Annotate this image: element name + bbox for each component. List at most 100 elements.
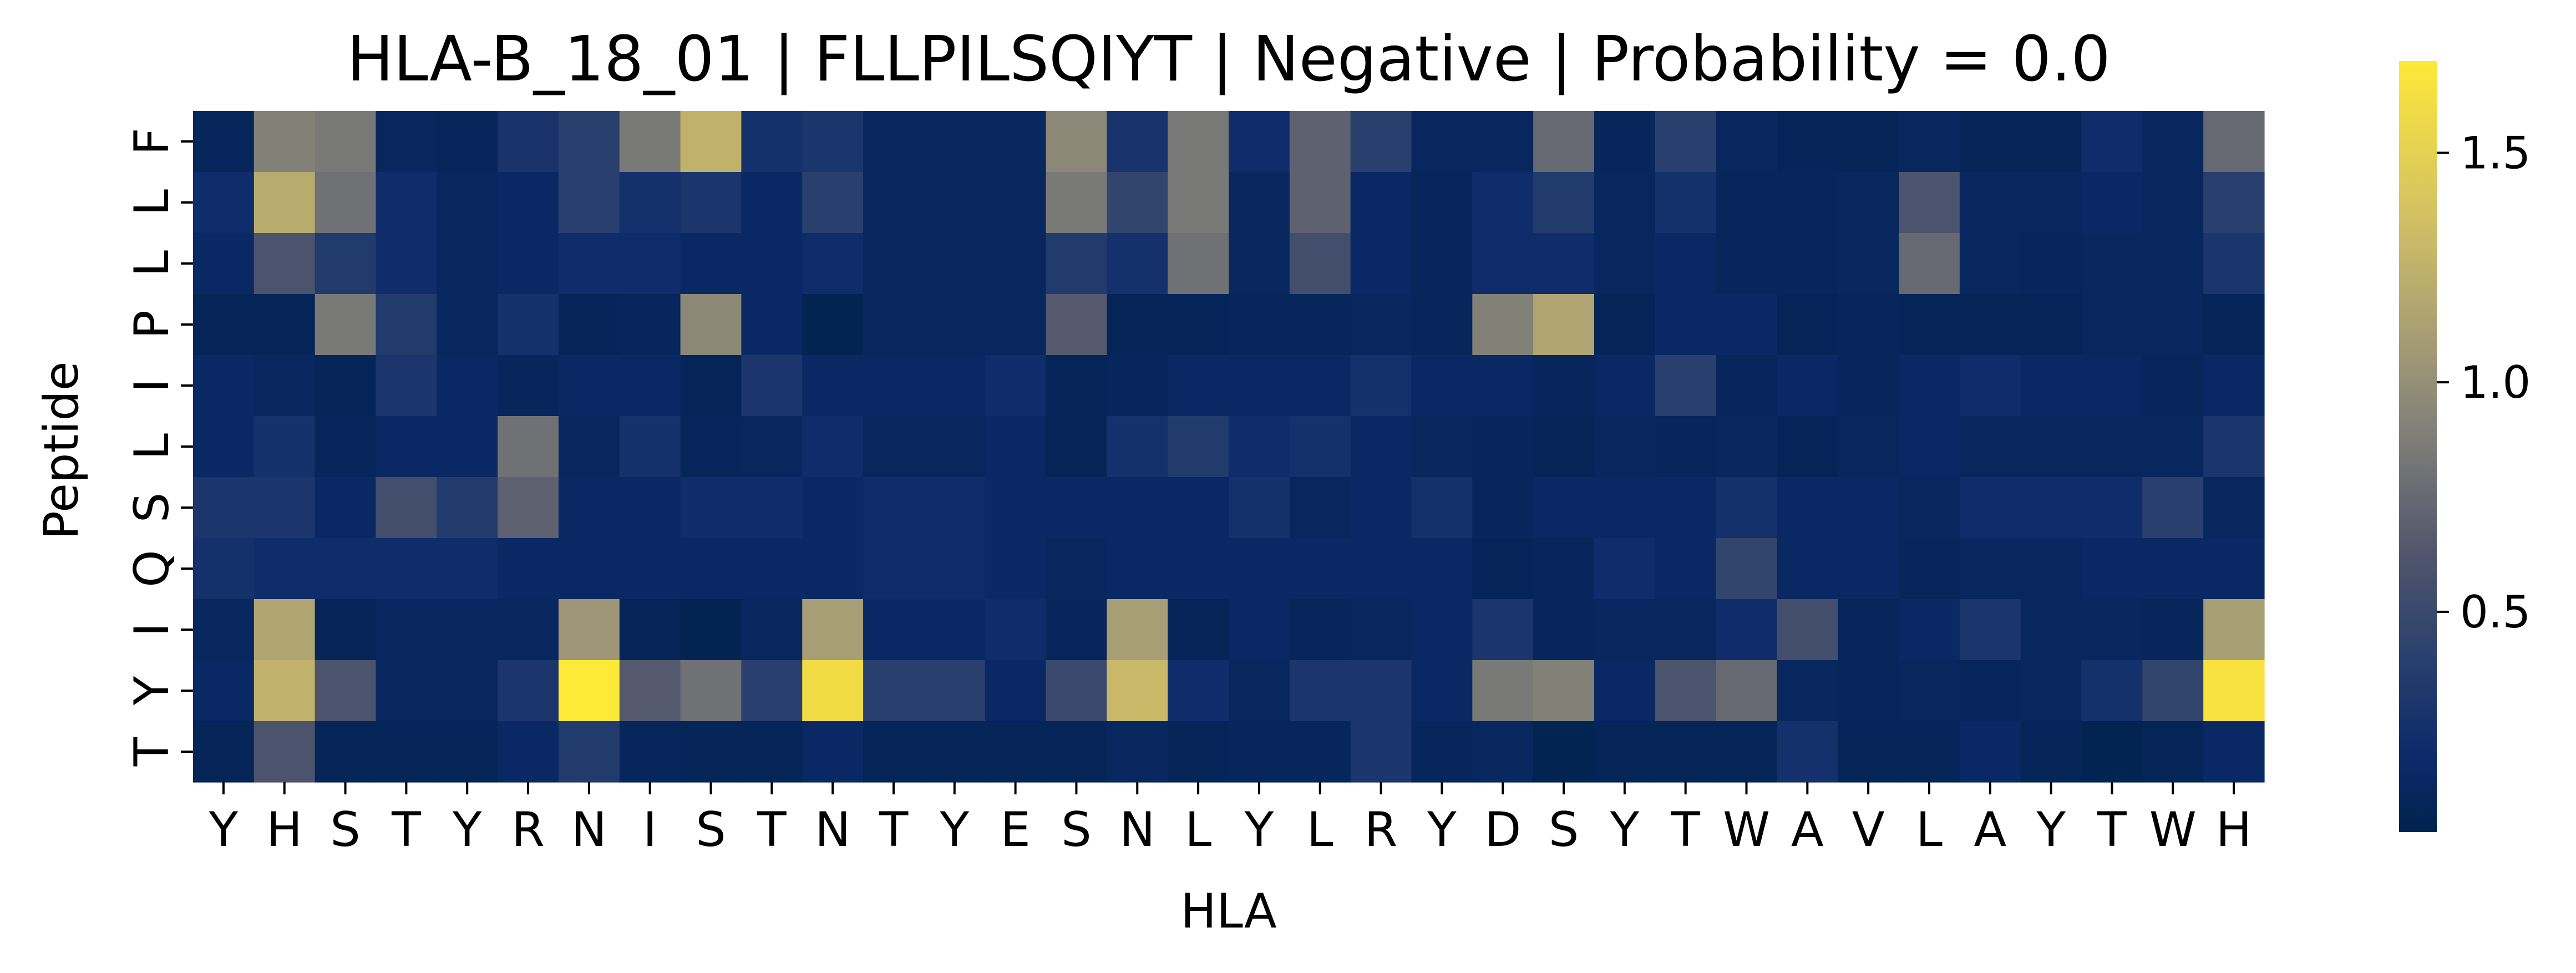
heatmap-cell xyxy=(1959,538,2021,600)
heatmap-cell xyxy=(1899,416,1960,478)
heatmap-cell xyxy=(376,416,437,478)
heatmap-cell xyxy=(2142,233,2204,295)
heatmap-cell xyxy=(863,233,925,295)
heatmap-cell xyxy=(1959,416,2021,478)
heatmap-cell xyxy=(2081,111,2143,173)
heatmap-cell xyxy=(498,599,559,661)
heatmap-cell xyxy=(2142,172,2204,234)
heatmap-cell xyxy=(437,660,498,722)
heatmap-cell xyxy=(1229,721,1290,783)
heatmap-cell xyxy=(1168,294,1229,356)
heatmap-cell xyxy=(193,294,255,356)
heatmap-cell xyxy=(1472,477,1534,539)
colorbar-tick-label: 0.5 xyxy=(2460,586,2531,638)
heatmap-cell xyxy=(2142,660,2204,722)
heatmap-cell xyxy=(193,721,255,783)
x-tick-label: A xyxy=(1974,802,2006,858)
heatmap-cell xyxy=(2081,416,2143,478)
heatmap-cell xyxy=(1959,355,2021,417)
heatmap-cell xyxy=(1655,721,1717,783)
heatmap-cell xyxy=(680,233,742,295)
heatmap-cell xyxy=(1533,660,1595,722)
heatmap-cell xyxy=(619,233,681,295)
heatmap-cell xyxy=(2081,721,2143,783)
heatmap-cell xyxy=(619,538,681,600)
x-tick-label: S xyxy=(1549,802,1579,858)
heatmap-cell xyxy=(498,416,559,478)
heatmap-cell xyxy=(1350,172,1412,234)
heatmap-cell xyxy=(1168,477,1229,539)
heatmap-cell xyxy=(2081,599,2143,661)
heatmap-cell xyxy=(1107,477,1168,539)
heatmap-cell xyxy=(1229,355,1290,417)
heatmap-cell xyxy=(1107,599,1168,661)
heatmap-cell xyxy=(1107,355,1168,417)
heatmap-cell xyxy=(985,172,1047,234)
x-tick-label: E xyxy=(1000,802,1030,858)
heatmap-cell xyxy=(1716,233,1778,295)
heatmap-cell xyxy=(2203,660,2265,722)
heatmap-cell xyxy=(1777,538,1838,600)
x-tick-label: S xyxy=(696,802,726,858)
heatmap-cell xyxy=(1655,416,1717,478)
heatmap-cell xyxy=(1899,111,1960,173)
heatmap-cell xyxy=(1168,416,1229,478)
heatmap-cell xyxy=(619,416,681,478)
y-tick-label: I xyxy=(124,378,180,392)
heatmap-cell xyxy=(1716,355,1778,417)
heatmap-cell xyxy=(1655,111,1717,173)
heatmap-cell xyxy=(1533,233,1595,295)
heatmap-cell xyxy=(1107,416,1168,478)
heatmap-cell xyxy=(1472,233,1534,295)
heatmap-cell xyxy=(193,355,255,417)
heatmap-cell xyxy=(802,416,864,478)
heatmap-cell xyxy=(437,355,498,417)
x-tick-label: Y xyxy=(940,802,970,858)
heatmap-cell xyxy=(863,111,925,173)
heatmap-cell xyxy=(253,660,316,722)
heatmap-cell xyxy=(498,172,559,234)
heatmap-cell xyxy=(1594,660,1656,722)
heatmap-cell xyxy=(1289,111,1351,173)
heatmap-cell xyxy=(1107,660,1168,722)
heatmap-cell xyxy=(863,538,925,600)
heatmap-cell xyxy=(1838,172,1899,234)
x-tick-label: S xyxy=(1061,802,1092,858)
heatmap-cell xyxy=(680,538,742,600)
heatmap-cell xyxy=(619,660,681,722)
heatmap-cell xyxy=(1107,111,1168,173)
heatmap-cell xyxy=(680,660,742,722)
heatmap-cell xyxy=(315,538,377,600)
heatmap-cell xyxy=(2020,111,2082,173)
heatmap-cell xyxy=(376,599,437,661)
heatmap-cell xyxy=(985,416,1047,478)
heatmap-cell xyxy=(863,599,925,661)
heatmap-cell xyxy=(985,294,1047,356)
heatmap-cell xyxy=(1959,721,2021,783)
heatmap-cell xyxy=(1899,294,1960,356)
heatmap-cell xyxy=(802,355,864,417)
heatmap-cell xyxy=(1168,721,1229,783)
x-tick-label: Y xyxy=(1610,802,1640,858)
heatmap-cell xyxy=(1411,477,1473,539)
heatmap-cell xyxy=(1046,477,1107,539)
heatmap-cell xyxy=(924,660,986,722)
y-tick-label: F xyxy=(124,128,180,155)
y-tick-label: Q xyxy=(124,550,180,587)
heatmap-cell xyxy=(1411,721,1473,783)
heatmap-cell xyxy=(1046,538,1107,600)
heatmap-cell xyxy=(741,477,803,539)
heatmap-cell xyxy=(619,721,681,783)
heatmap-cell xyxy=(1777,477,1838,539)
heatmap-cell xyxy=(1838,233,1899,295)
heatmap-cell xyxy=(253,538,316,600)
heatmap-cell xyxy=(1594,477,1656,539)
heatmap-cell xyxy=(1716,477,1778,539)
heatmap-cell xyxy=(619,355,681,417)
heatmap-cell xyxy=(1594,233,1656,295)
heatmap-cell xyxy=(1107,538,1168,600)
heatmap-cell xyxy=(2142,721,2204,783)
heatmap-cell xyxy=(376,233,437,295)
heatmap-cell xyxy=(619,294,681,356)
